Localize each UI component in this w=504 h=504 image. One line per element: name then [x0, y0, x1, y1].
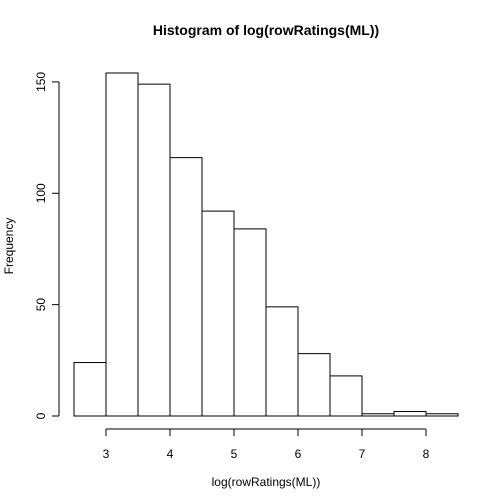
histogram-bar: [361, 413, 395, 417]
x-tick-label: 5: [231, 447, 238, 461]
y-axis: 0 50 100 150: [34, 72, 60, 419]
histogram-bar: [137, 83, 171, 417]
chart-title: Histogram of log(rowRatings(ML)): [153, 22, 379, 38]
x-axis-label: log(rowRatings(ML)): [212, 475, 321, 489]
y-tick-label: 100: [34, 183, 48, 203]
histogram-bar: [265, 306, 299, 417]
x-tick-label: 3: [103, 447, 110, 461]
x-tick-label: 6: [295, 447, 302, 461]
histogram-bar: [169, 157, 203, 417]
y-axis-label: Frequency: [2, 218, 16, 275]
y-tick-label: 0: [34, 412, 48, 419]
x-tick-label: 7: [359, 447, 366, 461]
histogram-bar: [297, 353, 331, 417]
histogram-bar: [393, 411, 427, 417]
y-tick-label: 50: [34, 298, 48, 312]
histogram-bar: [73, 362, 107, 417]
histogram-bar: [233, 228, 267, 417]
histogram-bar: [425, 413, 459, 417]
histogram-bar: [105, 72, 139, 417]
x-axis: 3 4 5 6 7 8: [103, 428, 430, 461]
histogram-bar: [201, 210, 235, 417]
bars-group: [73, 72, 459, 417]
x-tick-label: 8: [423, 447, 430, 461]
y-tick-label: 150: [34, 72, 48, 92]
x-tick-label: 4: [167, 447, 174, 461]
histogram-bar: [329, 375, 363, 417]
